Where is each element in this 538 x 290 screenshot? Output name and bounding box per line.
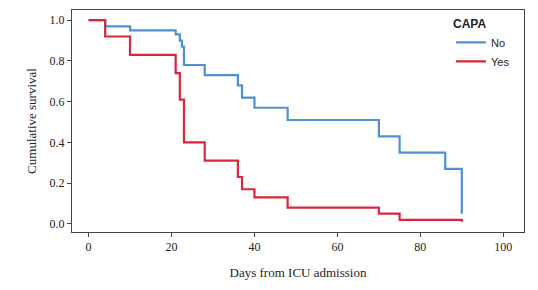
svg-text:Yes: Yes — [491, 56, 509, 68]
svg-text:0.8: 0.8 — [50, 54, 65, 68]
svg-text:No: No — [491, 37, 505, 49]
svg-text:0.0: 0.0 — [50, 217, 65, 231]
svg-text:80: 80 — [414, 240, 426, 254]
svg-text:1.0: 1.0 — [50, 13, 65, 27]
svg-text:0: 0 — [86, 240, 92, 254]
svg-text:Days from ICU admission: Days from ICU admission — [230, 265, 367, 280]
svg-text:CAPA: CAPA — [453, 17, 486, 31]
svg-text:40: 40 — [248, 240, 260, 254]
svg-text:0.4: 0.4 — [50, 136, 65, 150]
svg-text:Cumulative survival: Cumulative survival — [24, 68, 39, 174]
svg-text:100: 100 — [494, 240, 512, 254]
svg-text:0.6: 0.6 — [50, 95, 65, 109]
svg-text:0.2: 0.2 — [50, 176, 65, 190]
svg-text:60: 60 — [331, 240, 343, 254]
svg-text:20: 20 — [166, 240, 178, 254]
